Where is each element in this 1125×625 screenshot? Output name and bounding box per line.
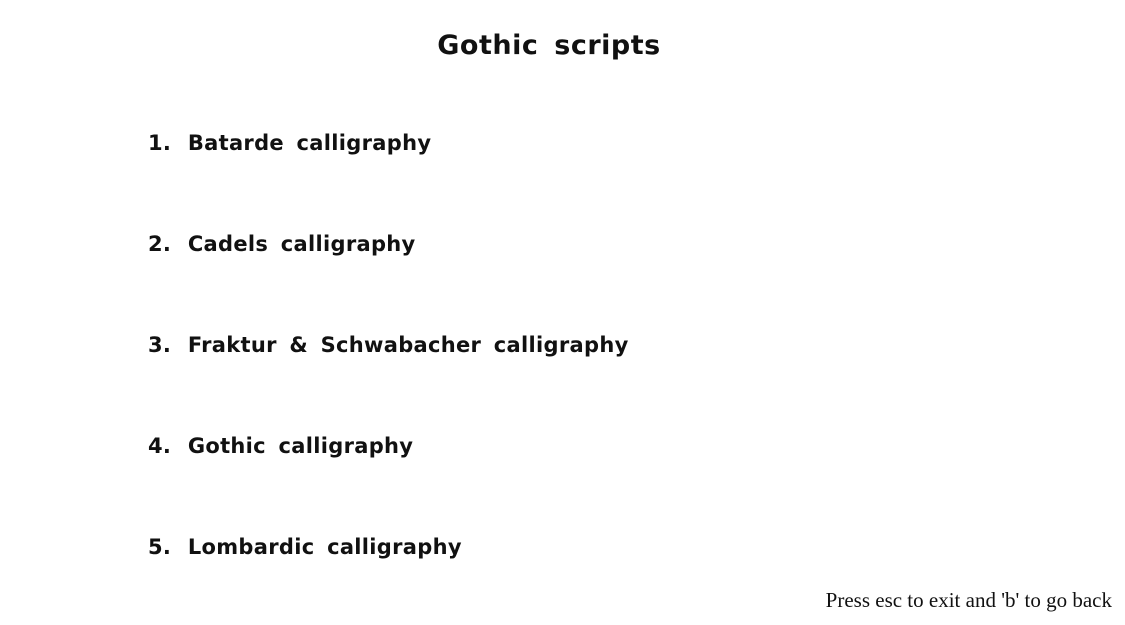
keyboard-hint: Press esc to exit and 'b' to go back	[825, 588, 1112, 612]
menu-item-batarde[interactable]: 1. Batarde calligraphy	[148, 126, 629, 160]
menu-item-label: Gothic calligraphy	[187, 434, 414, 458]
menu-item-number: 4.	[148, 434, 172, 458]
menu-item-number: 5.	[148, 535, 172, 559]
menu-item-number: 3.	[148, 333, 172, 357]
menu-item-label: Lombardic calligraphy	[187, 535, 462, 559]
script-menu: 1. Batarde calligraphy 2. Cadels calligr…	[148, 126, 629, 564]
menu-item-number: 2.	[148, 232, 172, 256]
menu-item-label: Batarde calligraphy	[187, 131, 432, 155]
menu-item-gothic[interactable]: 4. Gothic calligraphy	[148, 429, 629, 463]
menu-item-number: 1.	[148, 131, 172, 155]
page-title: Gothic scripts	[437, 30, 661, 61]
menu-item-cadels[interactable]: 2. Cadels calligraphy	[148, 227, 629, 261]
menu-item-label: Cadels calligraphy	[187, 232, 416, 256]
menu-item-label: Fraktur & Schwabacher calligraphy	[187, 333, 629, 357]
menu-item-lombardic[interactable]: 5. Lombardic calligraphy	[148, 530, 629, 564]
menu-item-fraktur-schwabacher[interactable]: 3. Fraktur & Schwabacher calligraphy	[148, 328, 629, 362]
